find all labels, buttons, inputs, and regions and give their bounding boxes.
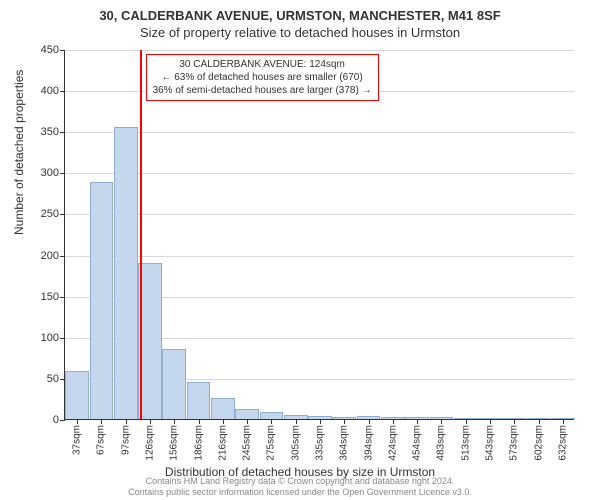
xtick-label: 632sqm <box>557 425 568 461</box>
xtick-mark <box>223 419 224 424</box>
attribution-line-2: Contains public sector information licen… <box>0 487 600 498</box>
xtick-label: 573sqm <box>509 425 520 461</box>
xtick-mark <box>296 419 297 424</box>
ytick-label: 300 <box>41 167 59 179</box>
y-axis-label: Number of detached properties <box>12 70 26 235</box>
xtick-mark <box>199 419 200 424</box>
ytick-label: 450 <box>41 44 59 56</box>
ytick-label: 250 <box>41 208 59 220</box>
histogram-bar <box>235 409 259 419</box>
xtick-mark <box>490 419 491 424</box>
xtick-label: 126sqm <box>145 425 156 461</box>
ytick-mark <box>60 338 65 339</box>
attribution-line-1: Contains HM Land Registry data © Crown c… <box>0 476 600 487</box>
xtick-mark <box>77 419 78 424</box>
xtick-label: 454sqm <box>412 425 423 461</box>
xtick-mark <box>150 419 151 424</box>
annotation-line-2: ← 63% of detached houses are smaller (67… <box>153 71 372 84</box>
xtick-mark <box>126 419 127 424</box>
xtick-mark <box>174 419 175 424</box>
xtick-mark <box>247 419 248 424</box>
histogram-bar <box>187 382 211 419</box>
attribution-text: Contains HM Land Registry data © Crown c… <box>0 476 600 498</box>
xtick-mark <box>101 419 102 424</box>
xtick-label: 335sqm <box>315 425 326 461</box>
xtick-label: 543sqm <box>485 425 496 461</box>
ytick-mark <box>60 50 65 51</box>
xtick-label: 37sqm <box>72 425 83 455</box>
xtick-label: 216sqm <box>217 425 228 461</box>
xtick-label: 156sqm <box>169 425 180 461</box>
ytick-mark <box>60 214 65 215</box>
ytick-label: 150 <box>41 291 59 303</box>
histogram-bar <box>211 398 235 419</box>
chart-plot-area: 05010015020025030035040045037sqm67sqm97s… <box>64 50 574 420</box>
ytick-label: 400 <box>41 85 59 97</box>
xtick-mark <box>271 419 272 424</box>
ytick-label: 50 <box>47 373 59 385</box>
annotation-line-3: 36% of semi-detached houses are larger (… <box>153 84 372 97</box>
xtick-mark <box>441 419 442 424</box>
ytick-mark <box>60 173 65 174</box>
xtick-mark <box>320 419 321 424</box>
histogram-bar <box>65 371 89 419</box>
chart-title-sub: Size of property relative to detached ho… <box>0 23 600 44</box>
annotation-line-1: 30 CALDERBANK AVENUE: 124sqm <box>153 58 372 71</box>
annotation-box: 30 CALDERBANK AVENUE: 124sqm← 63% of det… <box>146 54 379 101</box>
xtick-label: 364sqm <box>339 425 350 461</box>
ytick-label: 350 <box>41 126 59 138</box>
xtick-label: 245sqm <box>242 425 253 461</box>
ytick-mark <box>60 256 65 257</box>
ytick-mark <box>60 91 65 92</box>
xtick-label: 394sqm <box>363 425 374 461</box>
xtick-label: 67sqm <box>96 425 107 455</box>
xtick-mark <box>344 419 345 424</box>
ytick-label: 0 <box>53 414 59 426</box>
xtick-mark <box>393 419 394 424</box>
xtick-label: 186sqm <box>193 425 204 461</box>
xtick-mark <box>539 419 540 424</box>
property-marker-line <box>140 50 142 419</box>
ytick-label: 200 <box>41 250 59 262</box>
xtick-label: 424sqm <box>387 425 398 461</box>
xtick-label: 483sqm <box>436 425 447 461</box>
xtick-mark <box>369 419 370 424</box>
xtick-label: 513sqm <box>460 425 471 461</box>
xtick-mark <box>417 419 418 424</box>
xtick-mark <box>563 419 564 424</box>
xtick-mark <box>466 419 467 424</box>
xtick-label: 97sqm <box>120 425 131 455</box>
histogram-bar <box>138 263 162 419</box>
ytick-mark <box>60 132 65 133</box>
xtick-label: 602sqm <box>533 425 544 461</box>
ytick-mark <box>60 420 65 421</box>
xtick-label: 275sqm <box>266 425 277 461</box>
xtick-mark <box>514 419 515 424</box>
ytick-label: 100 <box>41 332 59 344</box>
histogram-bar <box>162 349 186 419</box>
histogram-bar <box>114 127 138 419</box>
chart-title-main: 30, CALDERBANK AVENUE, URMSTON, MANCHEST… <box>0 0 600 23</box>
xtick-label: 305sqm <box>290 425 301 461</box>
histogram-bar <box>90 182 114 419</box>
ytick-mark <box>60 297 65 298</box>
